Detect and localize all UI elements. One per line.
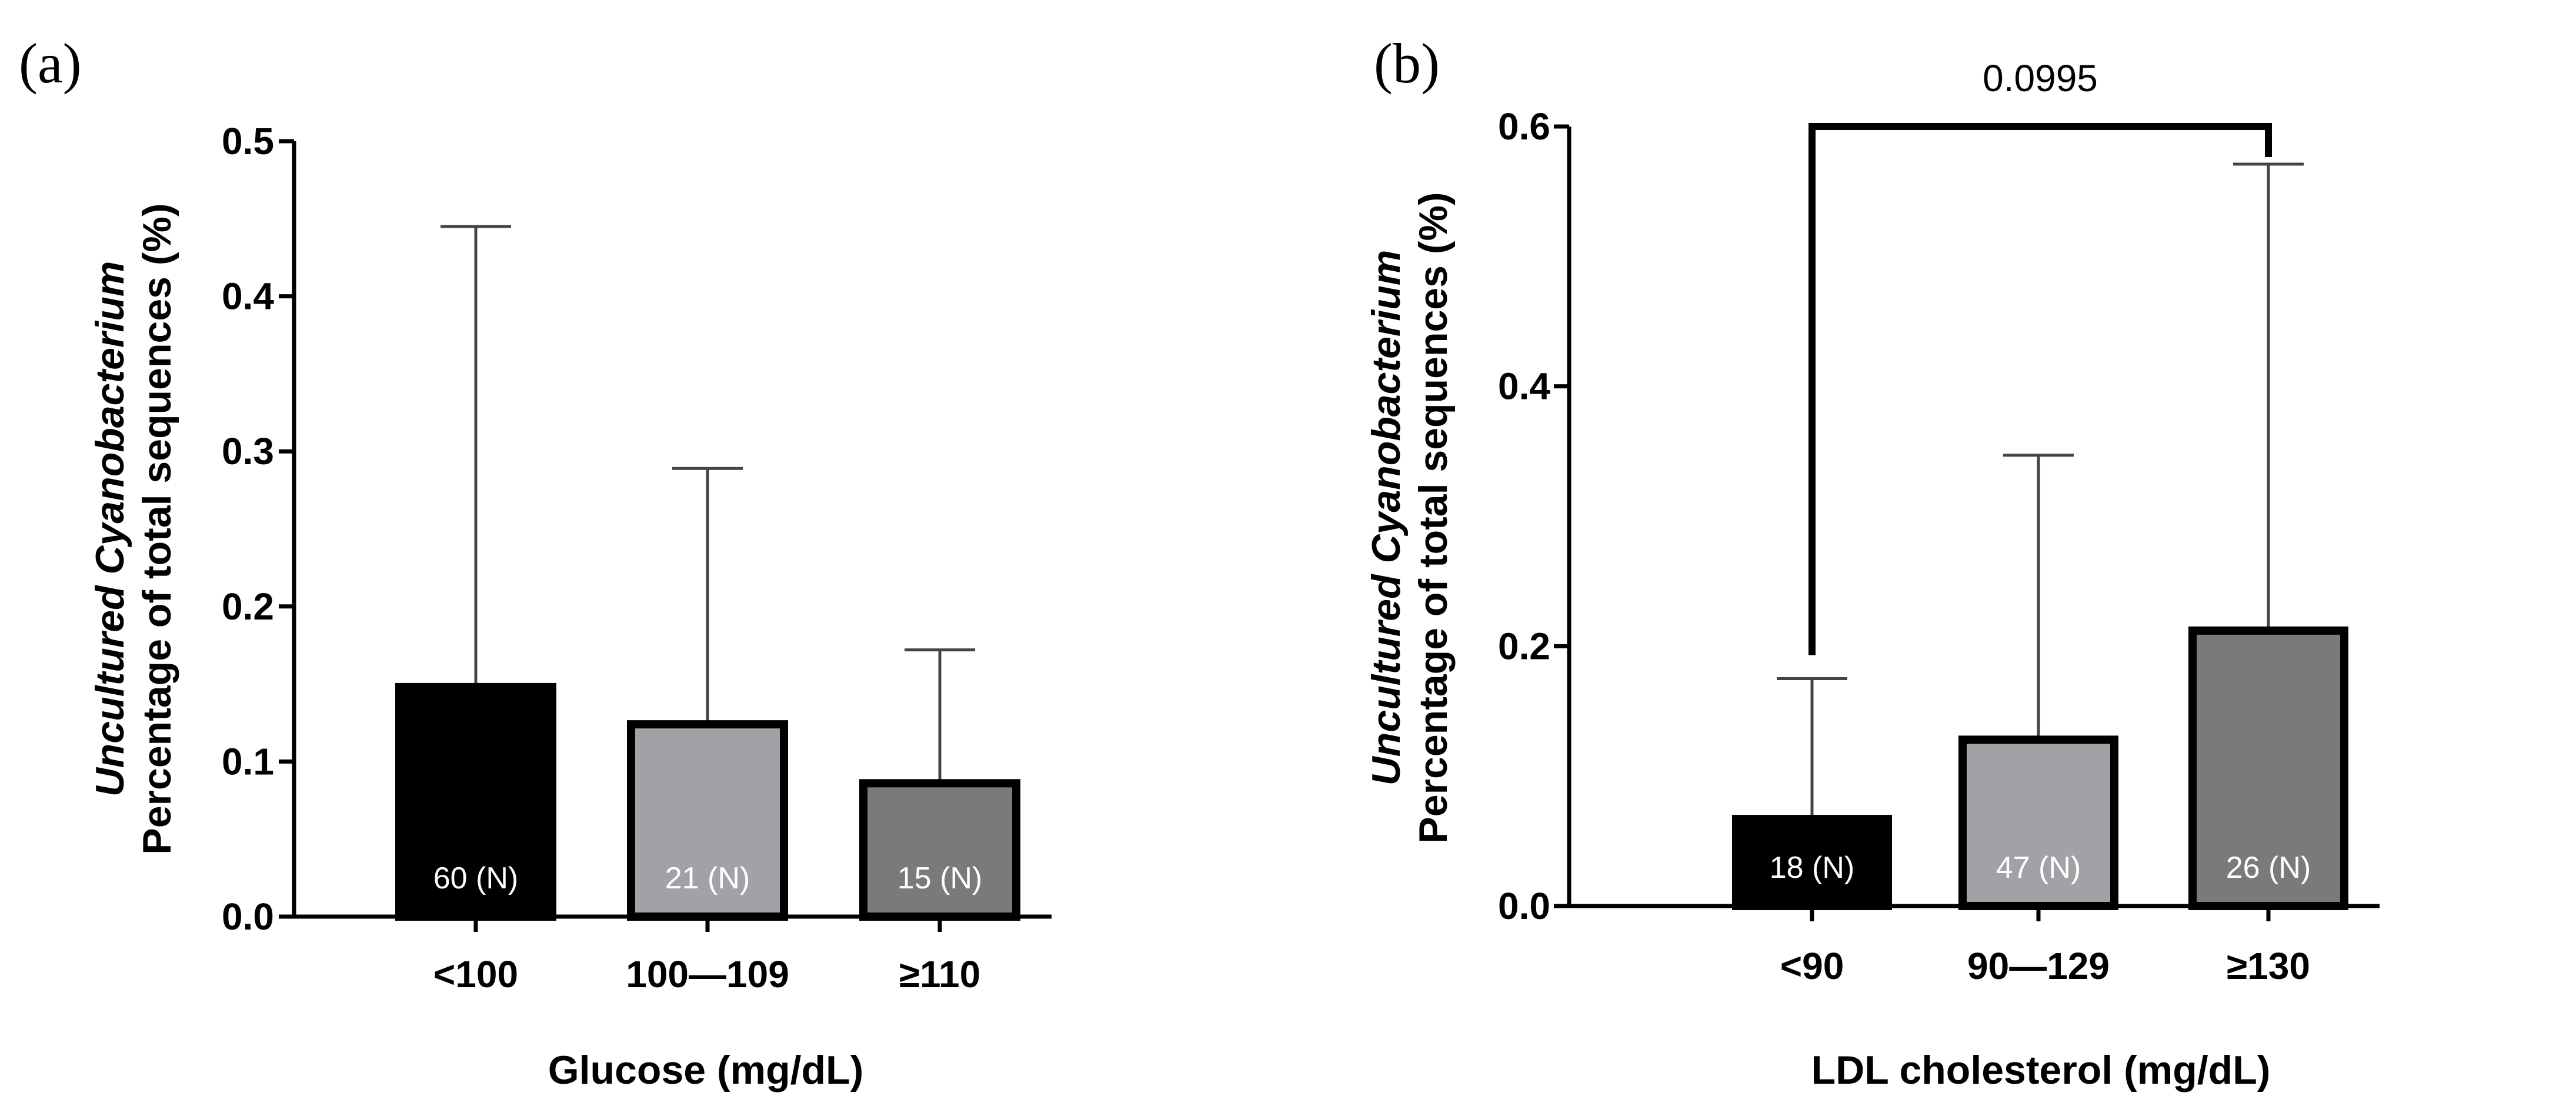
panel-b-bar-1 — [1958, 735, 2118, 911]
panel-b-significance-label: 0.0995 — [1983, 57, 2098, 99]
panel-b-bar-0 — [1732, 815, 1892, 910]
panel-b-ytick-label-3: 0.6 — [1498, 105, 1550, 148]
panel-a-x-axis-title: Glucose (mg/dL) — [548, 1048, 863, 1093]
panel-b-ytick-label-1: 0.2 — [1498, 625, 1550, 667]
panel-a-ytick-label-1: 0.1 — [222, 740, 274, 782]
panel-a-ytick-label-4: 0.4 — [222, 275, 274, 318]
panel-b-chart: (b) 18 (N) 47 (N) 26 (N) 0.0 0.2 0.4 0.6 <90 90—1… — [1364, 32, 2380, 1093]
panel-b-count-label-1: 47 (N) — [1996, 851, 2081, 885]
panel-a-label: (a) — [19, 32, 82, 95]
panel-a-chart: (a) 60 (N) 21 (N) 15 (N) 0.0 0.1 0.2 0.3 0.4 0.5 <… — [19, 32, 1052, 1093]
panel-a-ytick-label-3: 0.3 — [222, 430, 274, 472]
panel-a-ytick-label-2: 0.2 — [222, 585, 274, 628]
panel-a-y-axis-title: Percentage of total sequences (%) — [135, 203, 179, 854]
panel-b-label: (b) — [1374, 32, 1440, 95]
panel-a-xtick-label-0: <100 — [433, 953, 518, 995]
panel-a-bar-2 — [859, 779, 1020, 921]
panel-a-bar-1 — [627, 720, 788, 921]
panel-b-xtick-label-1: 90—129 — [1967, 945, 2110, 987]
panel-b-significance-bracket — [1808, 123, 2272, 655]
panel-a-y-axis-title-italic: Uncultured Cyanobacterium — [88, 261, 132, 797]
panel-b-count-label-2: 26 (N) — [2226, 851, 2311, 885]
panel-b-xtick-label-2: ≥130 — [2227, 945, 2310, 987]
panel-a-ytick-label-5: 0.5 — [222, 120, 274, 162]
panel-b-bar-2 — [2188, 626, 2348, 911]
panel-b-ytick-label-2: 0.4 — [1498, 365, 1550, 408]
panel-a-count-label-2: 15 (N) — [897, 861, 982, 895]
panel-b-ytick-label-0: 0.0 — [1498, 885, 1550, 927]
panel-a-count-label-1: 21 (N) — [665, 861, 750, 895]
panel-b-x-axis-title: LDL cholesterol (mg/dL) — [1811, 1048, 2271, 1093]
panel-a-xtick-label-1: 100—109 — [626, 953, 789, 995]
panel-a-ytick-label-0: 0.0 — [222, 895, 274, 938]
panel-b-xtick-label-0: <90 — [1780, 945, 1844, 987]
panel-b-count-label-0: 18 (N) — [1770, 851, 1854, 885]
panel-b-y-axis-title: Percentage of total sequences (%) — [1411, 192, 1456, 843]
panel-b-y-axis-title-italic: Uncultured Cyanobacterium — [1364, 250, 1409, 786]
panel-a-count-label-0: 60 (N) — [433, 861, 518, 895]
panel-a-xtick-label-2: ≥110 — [899, 953, 980, 995]
panel-a-bar-0 — [395, 682, 556, 921]
